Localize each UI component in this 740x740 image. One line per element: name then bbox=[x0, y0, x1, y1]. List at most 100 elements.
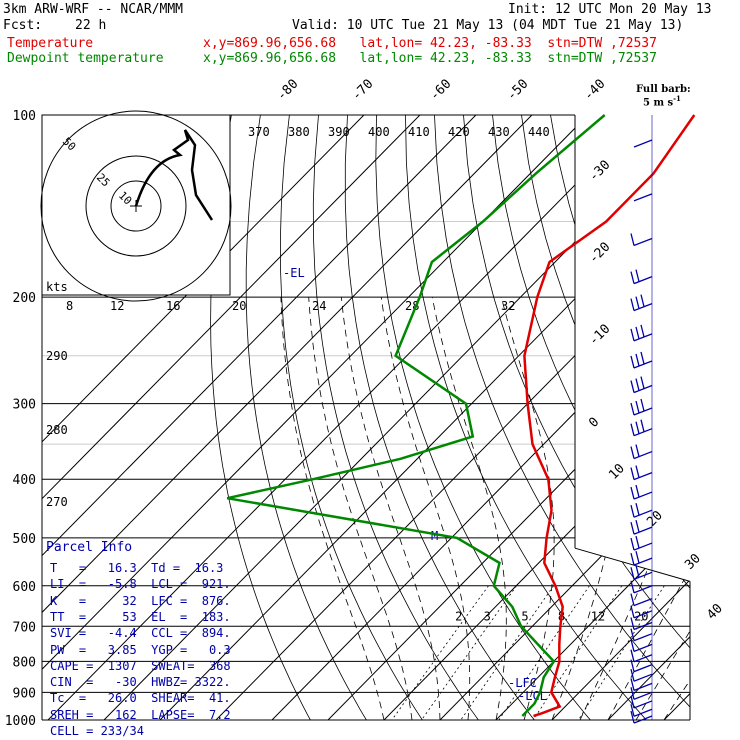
isotherm bbox=[663, 115, 690, 720]
wind-barb-flag bbox=[630, 486, 635, 500]
wind-barb-flag bbox=[635, 535, 640, 549]
wind-barb bbox=[630, 649, 653, 663]
parcel-info-row: LI = -5.8 LCL = 921. bbox=[50, 577, 231, 592]
isotherm-label: -10 bbox=[586, 322, 613, 349]
isotherm bbox=[439, 115, 690, 720]
moist-adiabat bbox=[308, 297, 413, 720]
moist-adiabat bbox=[579, 297, 690, 720]
dry-adiabat bbox=[463, 115, 690, 720]
wind-barb-staff bbox=[633, 333, 653, 342]
theta-label: 410 bbox=[408, 125, 430, 139]
wind-barb-flag bbox=[635, 400, 640, 414]
isotherm bbox=[495, 115, 690, 720]
wind-barb-staff bbox=[633, 597, 653, 607]
dry-adiabat bbox=[696, 115, 740, 720]
isotherm-label: -70 bbox=[349, 77, 376, 104]
wind-barb-flag bbox=[635, 550, 640, 564]
hodograph-speed-tick: 20 bbox=[232, 299, 246, 313]
isotherm bbox=[42, 115, 533, 720]
theta-left-label: 270 bbox=[46, 495, 68, 509]
wind-barb-flag bbox=[630, 537, 635, 551]
dry-adiabat bbox=[637, 115, 690, 720]
temperature-line bbox=[523, 114, 696, 718]
mixing-ratio-label: 20 bbox=[634, 609, 648, 623]
wind-barb bbox=[630, 535, 653, 551]
parcel-info-row: PW = 3.85 YGP = 0.3 bbox=[50, 642, 231, 657]
hodograph-speed-tick: 8 bbox=[66, 299, 73, 313]
wind-barb-flag bbox=[635, 444, 640, 457]
wind-barb bbox=[630, 659, 653, 673]
mixing-ratio-label: 12 bbox=[591, 609, 605, 623]
hodograph-ring bbox=[40, 110, 232, 302]
wind-barb-flag bbox=[630, 687, 635, 700]
wind-barb bbox=[630, 351, 653, 369]
wind-barb-flag bbox=[630, 467, 635, 480]
wind-barb bbox=[630, 565, 653, 580]
moist-adiabat bbox=[280, 297, 385, 720]
wind-barb-flag bbox=[640, 294, 645, 307]
dry-adiabat bbox=[375, 115, 591, 720]
isotherms bbox=[42, 115, 740, 720]
wind-barb-flag bbox=[630, 593, 635, 606]
theta-label: 400 bbox=[368, 125, 390, 139]
wind-barb bbox=[630, 269, 653, 285]
annotation-lfc: -LFC bbox=[508, 676, 537, 690]
wind-barb-flag bbox=[630, 639, 635, 652]
wind-barb bbox=[630, 503, 653, 518]
pressure-label-300: 300 bbox=[13, 398, 36, 413]
parcel-info-row: TT = 53 EL = 183. bbox=[50, 609, 231, 624]
wind-barb bbox=[633, 193, 653, 202]
parcel-info-row: CELL = 233/34 bbox=[50, 724, 144, 738]
barb-legend-line2: 5 m s-1 bbox=[643, 94, 681, 108]
theta-label: 420 bbox=[448, 125, 470, 139]
wind-barb-flag bbox=[630, 233, 635, 246]
parcel-info-title: Parcel Info bbox=[46, 540, 133, 555]
wind-barb-staff bbox=[633, 509, 653, 518]
temperature-location: x,y=869.96,656.68 lat,lon= 42.23, -83.33… bbox=[203, 36, 657, 51]
wind-barb-flag bbox=[630, 380, 635, 393]
wind-barb-flag bbox=[630, 649, 635, 662]
fcst-value: 22 h bbox=[75, 18, 107, 33]
wind-barb-flag bbox=[630, 695, 635, 709]
mixing-ratio-line bbox=[498, 585, 590, 720]
hodograph-speed-tick: 32 bbox=[501, 299, 515, 313]
wind-barb bbox=[630, 710, 653, 724]
mixing-ratio-label: 2 bbox=[455, 609, 462, 623]
wind-barb bbox=[630, 580, 653, 594]
pressure-label-400: 400 bbox=[13, 473, 36, 488]
model-title: 3km ARW-WRF -- NCAR/MMM bbox=[3, 2, 184, 17]
annotation-m: M bbox=[431, 529, 438, 543]
annotation-lcl: -LCL bbox=[518, 689, 547, 703]
theta-label: 370 bbox=[248, 125, 270, 139]
parcel-info-row: CAPE = 1307 SWEAT= 368 bbox=[50, 658, 231, 673]
wind-barb bbox=[630, 233, 653, 247]
wind-barb-staff bbox=[633, 450, 653, 460]
isotherm bbox=[271, 115, 690, 720]
moist-adiabat bbox=[341, 297, 441, 720]
isotherm bbox=[42, 115, 365, 720]
wind-barb bbox=[630, 704, 653, 717]
isotherm bbox=[551, 115, 690, 720]
wind-barb-flag bbox=[640, 376, 645, 389]
wind-barb-staff bbox=[633, 643, 653, 653]
hodograph-unit: kts bbox=[46, 280, 68, 294]
wind-barb-staff bbox=[633, 621, 653, 631]
wind-barbs bbox=[630, 115, 653, 724]
wind-barb-flag bbox=[630, 521, 635, 535]
pressure-label-800: 800 bbox=[13, 655, 36, 670]
wind-barb-flag bbox=[640, 419, 645, 432]
parcel-info-row: SVI = -4.4 CCL = 894. bbox=[50, 626, 231, 641]
pressure-label-600: 600 bbox=[13, 580, 36, 595]
moist-adiabat bbox=[431, 297, 507, 720]
isotherm bbox=[720, 115, 740, 720]
wind-barb-staff bbox=[633, 715, 653, 724]
wind-barb-flag bbox=[635, 503, 640, 516]
barb-legend-exponent: -1 bbox=[673, 94, 681, 103]
wind-barb-staff bbox=[633, 557, 653, 566]
corner-axis bbox=[574, 547, 691, 582]
wind-barb-flag bbox=[630, 567, 635, 580]
theta-label: 390 bbox=[328, 125, 350, 139]
wind-barb-staff bbox=[633, 491, 653, 500]
wind-barb-flag bbox=[630, 669, 635, 682]
wind-barb bbox=[630, 376, 653, 394]
